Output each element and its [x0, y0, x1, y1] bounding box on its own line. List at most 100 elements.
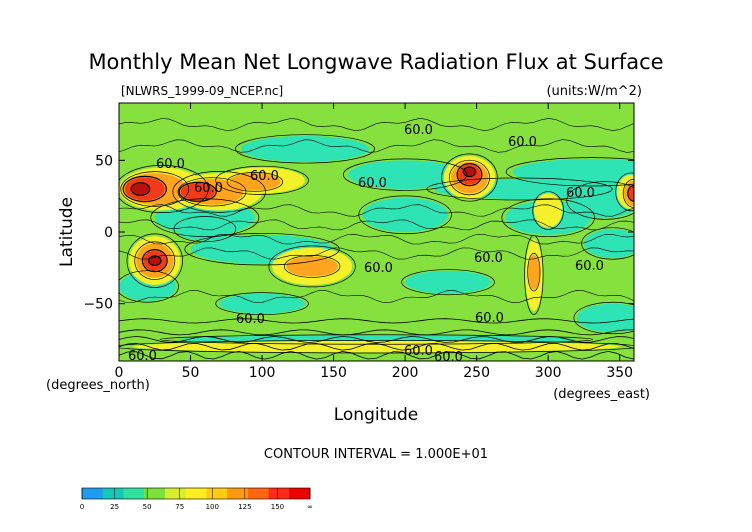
x-unit-label: (degrees_east) [553, 387, 650, 402]
contour-line [462, 166, 477, 178]
contour-label: 60.0 [194, 181, 223, 196]
contour-label: 60.0 [474, 251, 503, 266]
contour-line [119, 270, 179, 303]
contour-label: 60.0 [575, 259, 604, 274]
colorbar-label: 125 [238, 503, 251, 511]
contour-line [119, 233, 634, 245]
x-tick-label: 50 [182, 365, 200, 381]
contour-line [215, 165, 309, 195]
contour-label: 60.0 [566, 186, 595, 201]
contour-line [119, 289, 634, 304]
contour-label: 60.0 [404, 344, 433, 359]
flux-field [119, 103, 634, 361]
contour-line [119, 165, 209, 213]
contour-line [134, 241, 176, 280]
contour-line [235, 134, 375, 164]
contour-line [226, 172, 284, 192]
contour-line [119, 219, 634, 231]
contour-line [268, 245, 356, 288]
contour-line [147, 255, 162, 266]
field-patch [628, 186, 634, 201]
contour-line [215, 292, 309, 316]
contour-line [283, 255, 341, 278]
contour-line [449, 159, 490, 196]
field-patch [405, 270, 491, 294]
field-patch [176, 217, 234, 241]
contour-line [141, 249, 168, 273]
colorbar-swatch [144, 488, 166, 499]
contour-line [177, 177, 247, 207]
contour-line [119, 329, 634, 336]
colorbar-swatch [247, 488, 269, 499]
x-tick-label: 0 [115, 365, 124, 381]
y-tick-label: −50 [83, 297, 113, 313]
contour-line [119, 247, 634, 260]
colorbar-swatch [268, 488, 290, 499]
contour-line [173, 216, 237, 243]
contour-label: 60.0 [475, 311, 504, 326]
contour-label: 60.0 [250, 169, 279, 184]
x-tick-label: 200 [392, 365, 419, 381]
contour-line [184, 233, 340, 266]
contour-line [627, 184, 634, 202]
contour-line [441, 153, 498, 202]
field-patch [219, 293, 305, 314]
colorbar-label: 50 [143, 503, 152, 511]
field-patch [286, 256, 338, 277]
field-patch [528, 254, 540, 290]
contour-line [426, 177, 613, 201]
contour-line [119, 204, 634, 217]
contour-line [119, 139, 634, 153]
colorbar-swatch [164, 488, 187, 499]
contour-line [573, 301, 634, 335]
y-unit-label: (degrees_north) [46, 378, 150, 393]
contour-line [159, 334, 594, 345]
contour-line [524, 235, 544, 315]
contour-line [358, 195, 452, 235]
contour-line [178, 181, 217, 202]
colorbar-swatch [227, 488, 249, 499]
colorbar-label: 100 [206, 503, 219, 511]
contour-label: 60.0 [404, 123, 433, 138]
contour-line [456, 163, 483, 187]
contour-line [119, 342, 634, 351]
field-patch [362, 197, 449, 232]
field-patch [229, 173, 281, 191]
colorbar-label: 0 [80, 503, 84, 511]
contour-label: 60.0 [434, 350, 463, 365]
colorbar-swatch [206, 488, 228, 499]
y-tick-label: 50 [95, 153, 113, 169]
contour-lines [119, 118, 634, 360]
units-label: (units:W/m^2) [546, 84, 642, 99]
y-axis-title: Latitude [57, 197, 77, 267]
contour-line [120, 171, 190, 207]
contour-label: 60.0 [364, 261, 393, 276]
x-tick-label: 100 [249, 365, 276, 381]
contour-line [532, 191, 564, 230]
contour-label: 60.0 [156, 157, 185, 172]
contour-label: 60.0 [508, 135, 537, 150]
contour-line [122, 175, 167, 203]
x-axis-title: Longitude [334, 405, 419, 425]
x-axis: 0 50 100 150 200 250 300 350 [115, 103, 633, 381]
colorbar-swatch [123, 488, 145, 499]
contour-line [615, 172, 634, 212]
contour-interval-text: CONTOUR INTERVAL = 1.000E+01 [264, 447, 488, 462]
x-tick-label: 300 [535, 365, 562, 381]
contour-line [581, 227, 634, 260]
colorbar-swatch [185, 488, 207, 499]
contour-line [501, 198, 595, 237]
colorbar-swatch [102, 488, 124, 499]
colorbar-label: 25 [110, 503, 119, 511]
contour-line [126, 233, 183, 288]
contour-line [119, 340, 634, 354]
colorbar-label: 75 [175, 503, 184, 511]
field-patch [576, 303, 634, 333]
contour-line [119, 118, 634, 131]
field-patch [240, 135, 370, 162]
contour-line [527, 252, 541, 292]
contour-line [119, 318, 634, 324]
field-patch [347, 160, 463, 190]
field-patch [533, 193, 563, 228]
